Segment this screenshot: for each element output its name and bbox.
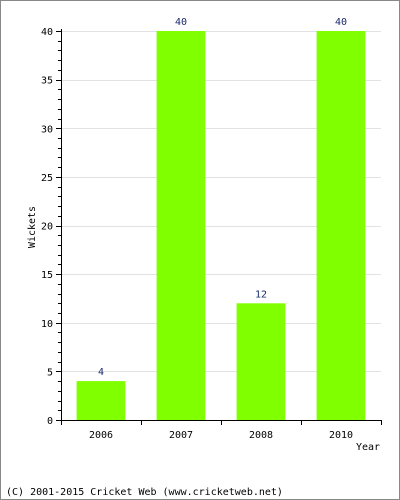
copyright-footer: (C) 2001-2015 Cricket Web (www.cricketwe…: [6, 487, 283, 498]
x-axis-title: Year: [356, 442, 380, 453]
data-label-2010: 40: [335, 17, 347, 28]
x-tick-label-2006: 2006: [89, 430, 113, 441]
bar-2010: [316, 31, 366, 420]
axes: [56, 29, 382, 425]
bar-2008: [236, 303, 286, 420]
bars: [76, 31, 366, 420]
bar-2007: [156, 31, 206, 420]
y-tick-label-5: 5: [47, 367, 53, 378]
data-label-2006: 4: [98, 367, 104, 378]
y-tick-label-40: 40: [41, 27, 53, 38]
data-label-2007: 40: [175, 17, 187, 28]
y-tick-label-20: 20: [41, 222, 53, 233]
y-tick-label-30: 30: [41, 124, 53, 135]
y-tick-label-10: 10: [41, 319, 53, 330]
data-label-2008: 12: [255, 289, 267, 300]
bar-2006: [76, 381, 126, 420]
gridlines: [61, 31, 381, 372]
x-tick-label-2007: 2007: [169, 430, 193, 441]
x-tick-label-2010: 2010: [329, 430, 353, 441]
y-tick-label-15: 15: [41, 270, 53, 281]
x-tick-label-2008: 2008: [249, 430, 273, 441]
labels: 4 40 12 40 0 5 10 15 20 25 30 35 40 2006 2007 2008 2010: [41, 17, 353, 441]
y-tick-label-0: 0: [47, 416, 53, 427]
y-axis-title: Wickets: [27, 206, 38, 248]
y-tick-label-35: 35: [41, 76, 53, 87]
y-tick-label-25: 25: [41, 173, 53, 184]
